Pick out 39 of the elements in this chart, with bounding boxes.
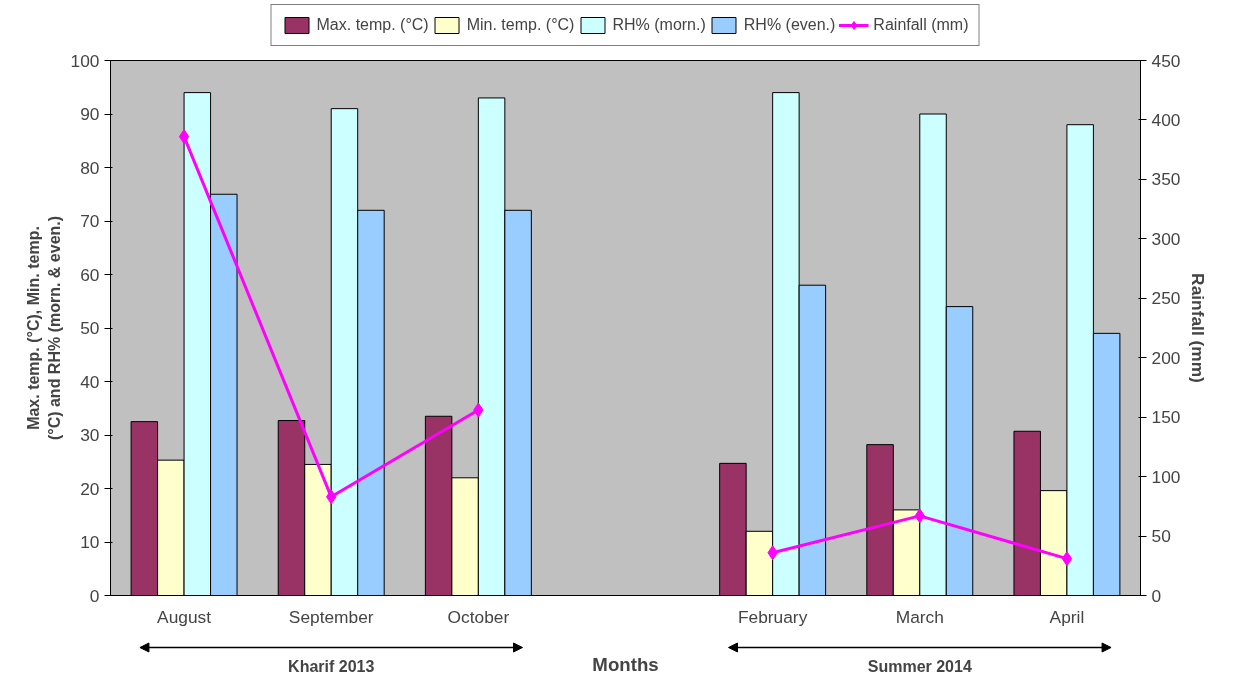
y2-tick-label: 400 xyxy=(1151,109,1181,130)
point xyxy=(178,129,190,145)
x-tick-label: March xyxy=(895,606,944,627)
y2-tick-label: 150 xyxy=(1151,407,1181,428)
y-tick-label: 50 xyxy=(80,318,100,338)
y-tick-label: 70 xyxy=(80,211,100,231)
y-tick-label: 30 xyxy=(80,425,100,445)
x-axis-title: Months xyxy=(592,653,659,675)
y2-tick-label: 0 xyxy=(1151,585,1162,606)
legend-label: Rainfall (mm) xyxy=(873,16,969,34)
y-tick-label: 20 xyxy=(80,478,100,499)
y2-tick-label: 350 xyxy=(1151,169,1181,190)
y2-tick-label: 250 xyxy=(1151,288,1181,309)
x-tick-label: October xyxy=(447,606,510,627)
legend-label: Min. temp. (°C) xyxy=(466,16,575,34)
x-tick-label: September xyxy=(288,606,374,627)
y-tick-label: 80 xyxy=(80,157,100,178)
y-axis-title: Max. temp. (°C), Min. temp. (°C) and RH% (morn. & even.) xyxy=(25,215,63,441)
y-tick-label: 60 xyxy=(80,264,100,285)
x-tick-label: February xyxy=(737,606,808,627)
y2-tick-label: 200 xyxy=(1151,347,1181,368)
legend-label: Max. temp. (°C) xyxy=(316,16,429,34)
y2-tick-label: 100 xyxy=(1151,466,1181,487)
y-tick-label: 100 xyxy=(70,50,100,71)
x-tick-label: April xyxy=(1049,606,1085,627)
y2-tick-label: 450 xyxy=(1151,50,1181,71)
y-tick-label: 0 xyxy=(89,585,100,606)
x-tick-label: August xyxy=(157,606,212,627)
point xyxy=(1061,551,1073,567)
y-tick-label: 10 xyxy=(80,532,100,552)
legend-label: RH% (morn.) xyxy=(612,16,706,34)
y2-axis-title: Rainfall (mm) xyxy=(1188,273,1209,383)
y-tick-label: 90 xyxy=(80,104,100,124)
y2-tick-label: 300 xyxy=(1151,228,1181,249)
text: Summer 2014 xyxy=(867,657,972,675)
text: Kharif 2013 xyxy=(288,657,375,675)
y-tick-label: 40 xyxy=(80,371,100,392)
y2-tick-label: 50 xyxy=(1151,526,1171,547)
legend-label: RH% (even.) xyxy=(743,16,836,34)
